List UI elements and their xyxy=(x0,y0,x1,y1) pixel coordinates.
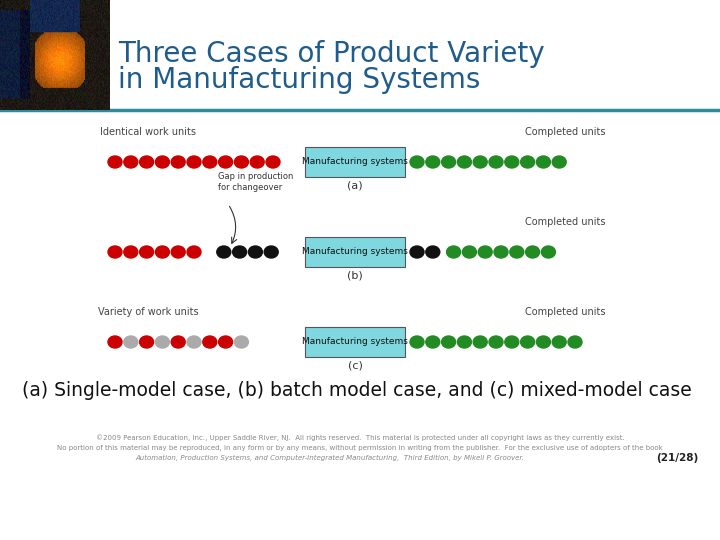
Ellipse shape xyxy=(171,246,185,258)
Ellipse shape xyxy=(426,336,440,348)
Text: Variety of work units: Variety of work units xyxy=(98,307,198,317)
Ellipse shape xyxy=(217,246,231,258)
Ellipse shape xyxy=(266,156,280,168)
Ellipse shape xyxy=(124,156,138,168)
Ellipse shape xyxy=(187,156,201,168)
Text: Completed units: Completed units xyxy=(525,127,606,137)
Ellipse shape xyxy=(410,336,424,348)
Text: Gap in production
for changeover: Gap in production for changeover xyxy=(218,172,293,192)
Ellipse shape xyxy=(251,156,264,168)
Text: Manufacturing systems: Manufacturing systems xyxy=(302,247,408,256)
Ellipse shape xyxy=(235,156,248,168)
FancyBboxPatch shape xyxy=(305,147,405,177)
Ellipse shape xyxy=(171,156,185,168)
Ellipse shape xyxy=(156,336,169,348)
Text: Automation, Production Systems, and Computer-Integrated Manufacturing,  Third Ed: Automation, Production Systems, and Comp… xyxy=(135,455,524,461)
Ellipse shape xyxy=(457,156,472,168)
Ellipse shape xyxy=(552,336,566,348)
FancyBboxPatch shape xyxy=(305,327,405,357)
Ellipse shape xyxy=(441,156,456,168)
Text: No portion of this material may be reproduced, in any form or by any means, with: No portion of this material may be repro… xyxy=(57,445,663,451)
Text: (a) Single-model case, (b) batch model case, and (c) mixed-model case: (a) Single-model case, (b) batch model c… xyxy=(22,381,692,400)
Ellipse shape xyxy=(457,336,472,348)
Ellipse shape xyxy=(473,336,487,348)
Ellipse shape xyxy=(462,246,477,258)
Ellipse shape xyxy=(233,246,246,258)
Ellipse shape xyxy=(171,336,185,348)
Text: Completed units: Completed units xyxy=(525,307,606,317)
Ellipse shape xyxy=(410,246,424,258)
Text: Manufacturing systems: Manufacturing systems xyxy=(302,158,408,166)
Ellipse shape xyxy=(494,246,508,258)
Ellipse shape xyxy=(510,246,524,258)
Ellipse shape xyxy=(441,336,456,348)
Text: Three Cases of Product Variety: Three Cases of Product Variety xyxy=(118,40,544,68)
Ellipse shape xyxy=(124,336,138,348)
Ellipse shape xyxy=(140,156,153,168)
FancyBboxPatch shape xyxy=(305,237,405,267)
Ellipse shape xyxy=(235,336,248,348)
Ellipse shape xyxy=(203,336,217,348)
Ellipse shape xyxy=(410,156,424,168)
Text: (21/28): (21/28) xyxy=(656,453,698,463)
Ellipse shape xyxy=(552,156,566,168)
Ellipse shape xyxy=(541,246,555,258)
Ellipse shape xyxy=(426,246,440,258)
Ellipse shape xyxy=(187,246,201,258)
Text: in Manufacturing Systems: in Manufacturing Systems xyxy=(118,66,480,94)
Ellipse shape xyxy=(473,156,487,168)
Ellipse shape xyxy=(521,156,534,168)
Ellipse shape xyxy=(219,336,233,348)
Ellipse shape xyxy=(203,156,217,168)
Ellipse shape xyxy=(426,156,440,168)
Ellipse shape xyxy=(478,246,492,258)
Ellipse shape xyxy=(526,246,539,258)
Ellipse shape xyxy=(248,246,262,258)
Ellipse shape xyxy=(156,246,169,258)
Ellipse shape xyxy=(568,336,582,348)
Ellipse shape xyxy=(446,246,461,258)
Text: Completed units: Completed units xyxy=(525,217,606,227)
Ellipse shape xyxy=(108,156,122,168)
Ellipse shape xyxy=(124,246,138,258)
Ellipse shape xyxy=(521,336,534,348)
Ellipse shape xyxy=(505,156,519,168)
Ellipse shape xyxy=(140,246,153,258)
Ellipse shape xyxy=(505,336,519,348)
Text: Manufacturing systems: Manufacturing systems xyxy=(302,338,408,347)
Ellipse shape xyxy=(187,336,201,348)
Ellipse shape xyxy=(536,336,550,348)
Text: ©2009 Pearson Education, Inc., Upper Saddle River, NJ.  All rights reserved.  Th: ©2009 Pearson Education, Inc., Upper Sad… xyxy=(96,435,624,441)
Ellipse shape xyxy=(108,336,122,348)
Ellipse shape xyxy=(264,246,278,258)
Ellipse shape xyxy=(156,156,169,168)
Ellipse shape xyxy=(536,156,550,168)
Ellipse shape xyxy=(219,156,233,168)
Ellipse shape xyxy=(489,156,503,168)
Ellipse shape xyxy=(108,246,122,258)
Text: (b): (b) xyxy=(347,271,363,281)
Ellipse shape xyxy=(489,336,503,348)
Text: Identical work units: Identical work units xyxy=(100,127,196,137)
Text: (c): (c) xyxy=(348,361,362,371)
Ellipse shape xyxy=(140,336,153,348)
Text: (a): (a) xyxy=(347,181,363,191)
